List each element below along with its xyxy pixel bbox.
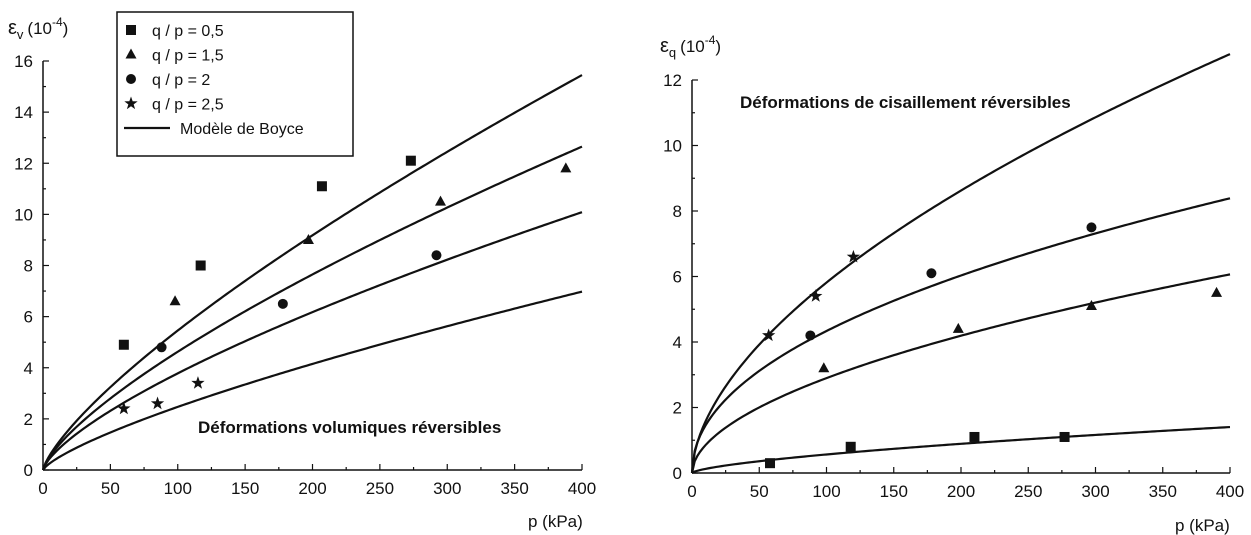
chart2-x-tick-label: 200 [947,482,975,501]
chart2-y-tick-label: 0 [673,464,682,483]
legend-marker-square [126,25,136,35]
chart2-y-tick-label: 6 [673,268,682,287]
chart2-model-curve [690,197,1231,474]
chart2-title: Déformations de cisaillement réversibles [740,93,1071,112]
chart1-point-square [118,339,129,350]
chart1-point-star [150,396,165,410]
chart1-x-tick-label: 400 [568,479,596,498]
legend-marker-triangle [125,48,137,59]
chart1-x-tick-label: 250 [366,479,394,498]
chart1-ylabel: εv (10-4) [8,15,68,42]
chart1-y-tick-label: 16 [14,52,33,71]
chart1-point-star [191,376,205,389]
chart2-point-star [846,249,861,263]
chart2-y-tick-label: 10 [663,137,682,156]
chart2-x-tick-label: 400 [1216,482,1244,501]
chart1-x-tick-label: 0 [38,479,47,498]
chart-shear-strains: εq (10-4) p (kPa) Déformations de cisaill… [660,33,1244,535]
chart1-point-triangle [435,195,447,206]
chart2-model-curve [691,425,1231,474]
chart1-x-tick-label: 200 [298,479,326,498]
chart2-point-triangle [1211,286,1223,297]
chart1-point-circle [156,342,167,353]
chart1-x-tick-label: 150 [231,479,259,498]
chart1-point-triangle [302,233,314,244]
chart1-point-circle [431,250,442,261]
chart1-y-tick-label: 6 [24,308,33,327]
chart2-x-tick-label: 250 [1014,482,1042,501]
chart1-curves [41,74,583,471]
chart-volumetric-strains: εv (10-4) p (kPa) Déformations volumiques… [8,11,596,531]
chart2-point-star [809,289,823,302]
chart1-model-curve [41,145,583,471]
chart1-points [117,155,572,415]
chart2-ylabel: εq (10-4) [660,33,721,60]
chart1-legend: q / p = 0,5 q / p = 1,5 q / p = 2 q / p = 2… [116,11,354,157]
chart1-model-curve [41,74,583,471]
chart2-points [762,222,1223,469]
chart1-point-circle [277,298,288,309]
chart2-point-triangle [952,322,964,333]
chart2-point-circle [805,330,816,341]
legend-label: q / p = 2 [152,72,210,89]
chart1-y-tick-label: 12 [14,154,33,173]
chart2-model-curve [690,53,1231,474]
chart1-y-tick-label: 8 [24,257,33,276]
chart2-point-square [845,441,856,452]
chart2-point-square [1059,431,1070,442]
chart1-x-tick-label: 100 [164,479,192,498]
legend-label: q / p = 1,5 [152,48,224,65]
legend-marker-star [124,96,138,110]
chart1-y-tick-label: 0 [24,461,33,480]
chart2-y-tick-label: 12 [663,71,682,90]
legend-label: Modèle de Boyce [180,121,304,138]
legend-marker-circle [126,74,136,84]
chart1-point-star [117,401,131,415]
chart1-point-square [195,260,206,271]
chart1-axes: 0 50 100 150 200 250 300 350 400 0 2 4 6 8 10 12 14 16 [14,52,596,498]
chart2-y-tick-label: 8 [673,202,682,221]
chart2-point-circle [1086,222,1097,233]
chart2-axes: 0 50 100 150 200 250 300 350 400 0 2 4 6 8 10 12 [663,71,1244,501]
chart1-x-tick-label: 350 [500,479,528,498]
chart1-point-square [405,155,416,166]
chart1-x-tick-label: 300 [433,479,461,498]
chart1-point-triangle [169,295,181,306]
chart2-x-tick-label: 150 [880,482,908,501]
chart2-model-curve [690,273,1231,474]
chart1-x-tick-label: 50 [101,479,120,498]
legend-label: q / p = 2,5 [152,97,224,114]
chart2-x-tick-label: 350 [1149,482,1177,501]
chart2-point-square [765,458,776,469]
legend-frame [116,11,354,157]
chart1-y-tick-label: 14 [14,103,33,122]
chart1-model-curve [41,211,583,471]
chart1-y-tick-label: 10 [14,205,33,224]
chart1-point-square [316,181,327,192]
chart2-curves [690,53,1231,474]
chart2-xlabel: p (kPa) [1175,516,1230,535]
chart1-y-tick-label: 2 [24,410,33,429]
chart2-x-tick-label: 100 [812,482,840,501]
chart2-point-circle [926,268,937,279]
chart2-y-tick-label: 2 [673,399,682,418]
chart2-point-triangle [1085,299,1097,310]
chart1-title: Déformations volumiques réversibles [198,418,501,437]
chart1-xlabel: p (kPa) [528,512,583,531]
chart1-point-triangle [560,162,572,173]
chart1-y-tick-label: 4 [24,359,33,378]
chart2-point-square [969,431,980,442]
chart2-x-tick-label: 0 [687,482,696,501]
chart2-x-tick-label: 300 [1081,482,1109,501]
legend-label: q / p = 0,5 [152,23,224,40]
chart2-point-triangle [818,362,830,373]
chart2-x-tick-label: 50 [750,482,769,501]
chart2-y-tick-label: 4 [673,333,682,352]
chart1-model-curve [42,290,583,471]
chart2-point-star [762,328,776,342]
